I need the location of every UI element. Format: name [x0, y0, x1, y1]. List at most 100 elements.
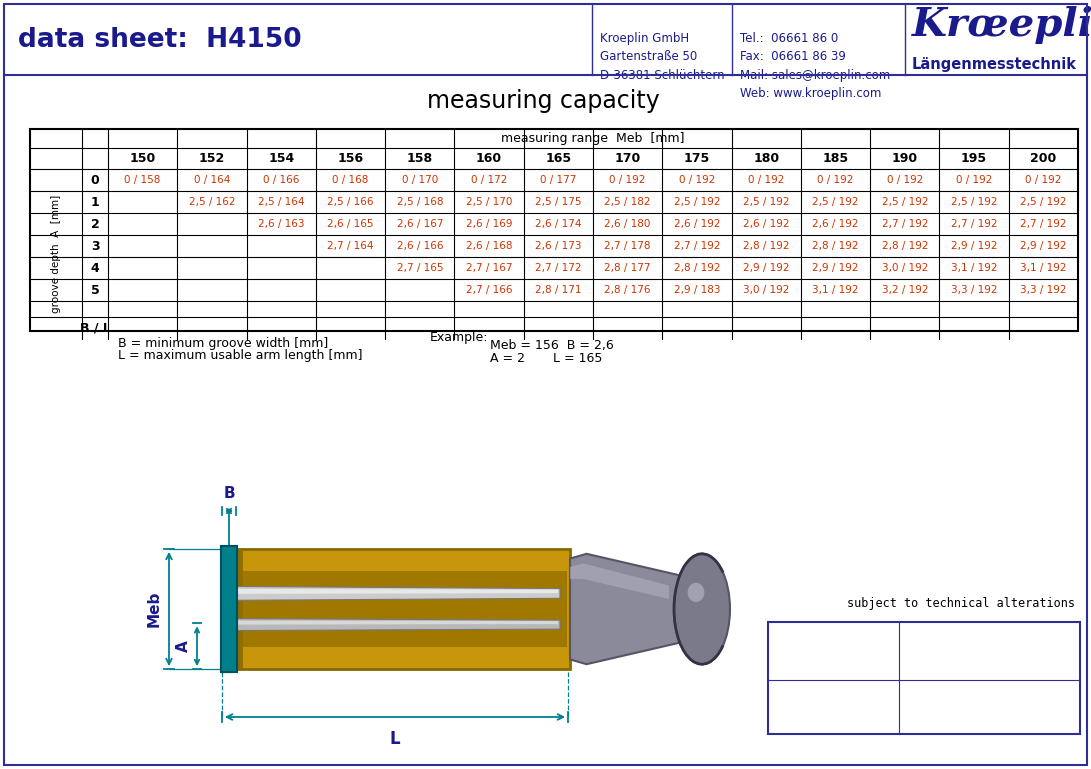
Text: 0: 0 — [91, 174, 99, 187]
Text: name:: name: — [774, 654, 814, 667]
Text: 0 / 192: 0 / 192 — [956, 175, 992, 185]
Text: 150: 150 — [130, 152, 156, 165]
Text: 160: 160 — [476, 152, 502, 165]
Text: date of issue:: date of issue: — [774, 640, 859, 653]
Text: groove depth  A  [mm]: groove depth A [mm] — [51, 195, 61, 313]
Text: 2,5 / 164: 2,5 / 164 — [257, 197, 304, 207]
Text: 2,7 / 178: 2,7 / 178 — [604, 241, 651, 251]
Text: Meb = 156  B = 2,6: Meb = 156 B = 2,6 — [490, 338, 614, 351]
Text: revision date:: revision date: — [774, 692, 860, 705]
Text: 2: 2 — [91, 218, 99, 231]
Text: Example:: Example: — [430, 331, 489, 345]
Text: 01.07.2013: 01.07.2013 — [906, 640, 984, 653]
Text: 2,8 / 171: 2,8 / 171 — [535, 285, 582, 295]
Text: 2,5 / 175: 2,5 / 175 — [535, 197, 582, 207]
Text: 3,3 / 192: 3,3 / 192 — [1020, 285, 1067, 295]
Polygon shape — [223, 621, 558, 624]
Text: B / L: B / L — [80, 321, 110, 335]
Text: Tel.:  06661 86 0
Fax:  06661 86 39
Mail: sales@kroeplin.com
Web: www.kroeplin.c: Tel.: 06661 86 0 Fax: 06661 86 39 Mail: … — [740, 32, 890, 101]
Text: 0 / 172: 0 / 172 — [471, 175, 507, 185]
Bar — [768, 622, 1080, 734]
Text: 3,1 / 192: 3,1 / 192 — [951, 263, 997, 273]
Polygon shape — [570, 564, 669, 599]
Text: 1: 1 — [91, 195, 99, 208]
Text: 2,7 / 192: 2,7 / 192 — [1020, 219, 1067, 229]
Text: data sheet:  H4150: data sheet: H4150 — [17, 27, 301, 53]
Text: 2,5 / 170: 2,5 / 170 — [466, 197, 513, 207]
Text: 2,5 / 192: 2,5 / 192 — [673, 197, 720, 207]
Text: 2,8 / 192: 2,8 / 192 — [882, 241, 928, 251]
Text: 165: 165 — [546, 152, 572, 165]
Text: 2,9 / 192: 2,9 / 192 — [813, 263, 859, 273]
Text: 2,8 / 192: 2,8 / 192 — [743, 241, 790, 251]
Text: 152: 152 — [199, 152, 225, 165]
Text: 2,7 / 172: 2,7 / 172 — [535, 263, 582, 273]
Text: 3: 3 — [91, 239, 99, 252]
Text: 4: 4 — [91, 261, 99, 275]
Text: Meb: Meb — [147, 591, 161, 628]
Text: 2,6 / 168: 2,6 / 168 — [466, 241, 513, 251]
Text: Lange: Lange — [906, 654, 948, 667]
Text: 0 / 164: 0 / 164 — [194, 175, 230, 185]
Text: 2,7 / 166: 2,7 / 166 — [466, 285, 513, 295]
Bar — [29, 129, 1078, 331]
Text: 170: 170 — [614, 152, 640, 165]
Text: revision status:: revision status: — [774, 678, 870, 691]
Polygon shape — [570, 554, 680, 664]
Text: 2,6 / 173: 2,6 / 173 — [535, 241, 582, 251]
Text: 2,5 / 182: 2,5 / 182 — [604, 197, 651, 207]
Text: Kroeplin GmbH
Gartenstraße 50
D-36381 Schlüchtern: Kroeplin GmbH Gartenstraße 50 D-36381 Sc… — [600, 32, 724, 82]
Text: A: A — [176, 641, 191, 652]
Text: 2,6 / 169: 2,6 / 169 — [466, 219, 513, 229]
Bar — [235, 549, 570, 669]
Polygon shape — [221, 618, 560, 631]
Text: 2,5 / 192: 2,5 / 192 — [951, 197, 997, 207]
Text: 5: 5 — [91, 284, 99, 297]
Text: 0 / 192: 0 / 192 — [748, 175, 784, 185]
Text: 2,7 / 192: 2,7 / 192 — [882, 219, 928, 229]
Text: 2,9 / 192: 2,9 / 192 — [951, 241, 997, 251]
Text: 195: 195 — [961, 152, 987, 165]
Bar — [238, 571, 567, 647]
Text: 2,8 / 192: 2,8 / 192 — [673, 263, 720, 273]
Text: 0 / 158: 0 / 158 — [124, 175, 160, 185]
Text: 2,6 / 192: 2,6 / 192 — [813, 219, 859, 229]
Polygon shape — [223, 589, 558, 594]
Text: 0 / 192: 0 / 192 — [817, 175, 853, 185]
Text: 2,7 / 192: 2,7 / 192 — [673, 241, 720, 251]
Text: 0 / 168: 0 / 168 — [333, 175, 369, 185]
Text: 0 / 170: 0 / 170 — [401, 175, 437, 185]
Text: 0 / 192: 0 / 192 — [887, 175, 923, 185]
Text: 200: 200 — [1030, 152, 1056, 165]
Text: 2,5 / 166: 2,5 / 166 — [327, 197, 374, 207]
Text: 3,1 / 192: 3,1 / 192 — [813, 285, 859, 295]
Text: DAB-H4150_KR_en: DAB-H4150_KR_en — [906, 625, 1034, 638]
Text: 2,6 / 180: 2,6 / 180 — [604, 219, 651, 229]
Text: 2,5 / 192: 2,5 / 192 — [882, 197, 928, 207]
Text: 2,7 / 167: 2,7 / 167 — [466, 263, 513, 273]
Text: 0 / 177: 0 / 177 — [540, 175, 576, 185]
Bar — [221, 546, 230, 601]
Text: Krœeplin: Krœeplin — [912, 6, 1091, 44]
Text: 2,9 / 192: 2,9 / 192 — [1020, 241, 1067, 251]
Polygon shape — [221, 587, 560, 601]
Text: 2,5 / 192: 2,5 / 192 — [743, 197, 790, 207]
Bar — [235, 549, 243, 669]
Text: 2,5 / 168: 2,5 / 168 — [396, 197, 443, 207]
Text: 0 / 166: 0 / 166 — [263, 175, 299, 185]
Text: 180: 180 — [753, 152, 779, 165]
Text: 2,5 / 192: 2,5 / 192 — [1020, 197, 1067, 207]
Text: 2,8 / 177: 2,8 / 177 — [604, 263, 651, 273]
Text: B: B — [224, 486, 235, 501]
Text: 3,1 / 192: 3,1 / 192 — [1020, 263, 1067, 273]
Text: measuring capacity: measuring capacity — [427, 89, 659, 113]
Bar — [221, 618, 230, 672]
Text: subject to technical alterations: subject to technical alterations — [847, 598, 1075, 611]
Bar — [221, 546, 237, 672]
Text: 2,8 / 176: 2,8 / 176 — [604, 285, 651, 295]
Text: 158: 158 — [407, 152, 433, 165]
Text: 154: 154 — [268, 152, 295, 165]
Bar — [221, 546, 237, 672]
Text: 185: 185 — [823, 152, 849, 165]
Text: 0 / 192: 0 / 192 — [679, 175, 715, 185]
